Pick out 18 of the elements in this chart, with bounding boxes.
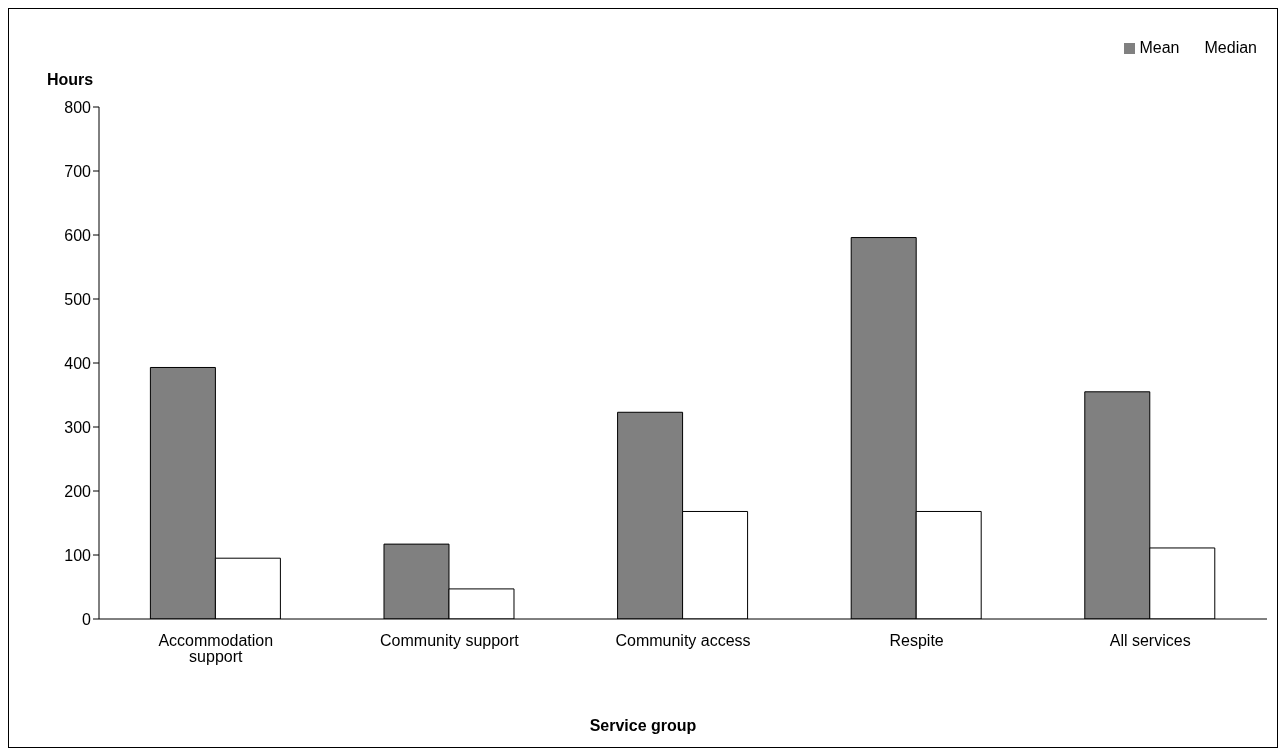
text: Median <box>1204 39 1257 56</box>
y-tick-label: 700 <box>64 162 92 180</box>
y-tick-label: 300 <box>64 418 92 436</box>
y-axis-title: Hours <box>47 71 94 89</box>
legend-label: Mean <box>1139 39 1180 56</box>
y-tick-label: 800 <box>64 98 92 116</box>
y-tick-label: 200 <box>64 482 92 500</box>
y-tick-label: 400 <box>64 354 92 372</box>
y-tick-label: 500 <box>64 290 92 308</box>
x-tick-label: Community support <box>380 632 520 650</box>
x-tick-label: All services <box>1109 632 1191 650</box>
x-tick-label: Respite <box>889 632 944 650</box>
x-tick-label: Accommodation support <box>158 632 274 666</box>
y-tick-label: 0 <box>82 610 92 628</box>
y-tick-label: 600 <box>64 226 92 244</box>
y-tick-label: 100 <box>64 546 92 564</box>
x-axis-title: Service group <box>588 717 698 735</box>
x-tick-label: Community access <box>615 632 751 650</box>
